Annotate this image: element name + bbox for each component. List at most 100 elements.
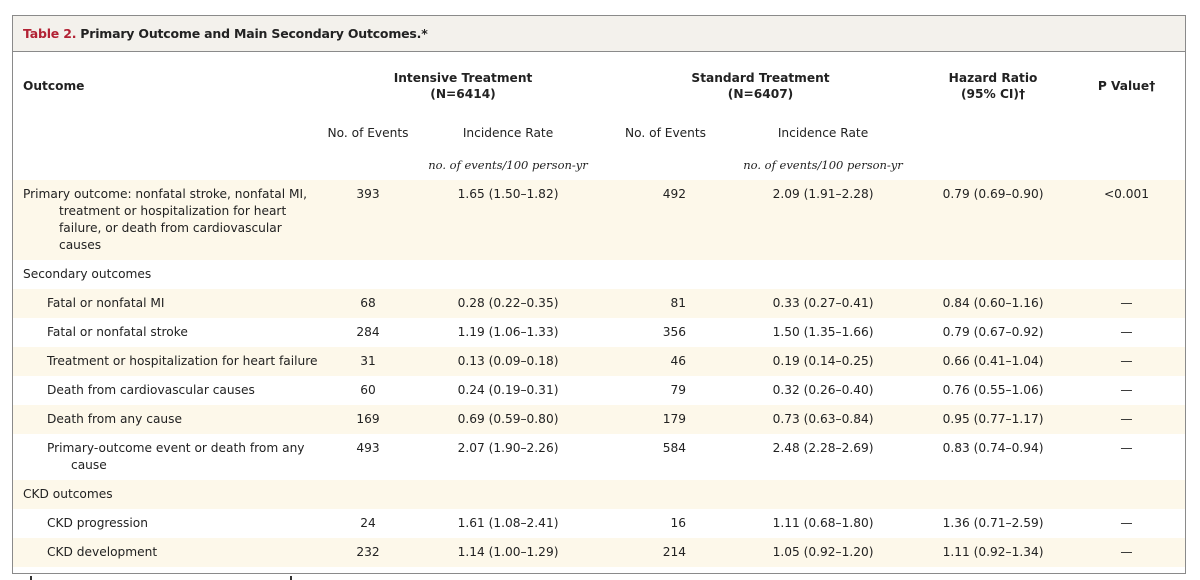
p-value: — <box>1068 538 1185 567</box>
intensive-rate: 0.69 (0.59–0.80) <box>413 405 604 434</box>
hazard-ratio: 1.36 (0.71–2.59) <box>942 516 1044 530</box>
table-title: Primary Outcome and Main Secondary Outco… <box>80 26 428 41</box>
outcome-cell: Death from cardiovascular causes <box>47 383 255 397</box>
standard-events: 584 <box>662 441 687 455</box>
hazard-ratio: 0.79 (0.69–0.90) <box>918 180 1069 260</box>
intensive-rate: 11.29 (10.39–12.27) <box>413 567 603 573</box>
intensive-events: 169 <box>323 405 413 434</box>
outcome-cell: Secondary outcomes <box>23 267 152 281</box>
p-value: — <box>1120 325 1133 339</box>
intensive-rate: 1.65 (1.50–1.82) <box>413 180 604 260</box>
table-row: Death from cardiovascular causes 60 0.24 (… <box>13 376 1185 405</box>
header-std-rate: Incidence Rate <box>777 126 869 140</box>
outcome-cell: Fatal or nonfatal stroke <box>47 325 188 339</box>
intensive-rate: 2.07 (1.90–2.26) <box>457 441 559 455</box>
intensive-events: 68 <box>323 289 413 318</box>
outcome-cell: Primary outcome: nonfatal stroke, nonfat… <box>13 180 323 260</box>
standard-events: 492 <box>603 180 729 260</box>
p-value: — <box>1068 347 1185 376</box>
intensive-events: 60 <box>360 383 376 397</box>
intensive-rate: 0.28 (0.22–0.35) <box>413 289 604 318</box>
outcome-cell: Primary-outcome event or death from any … <box>47 441 305 472</box>
section-row: CKD outcomes <box>13 480 1185 509</box>
hazard-ratio: 0.76 (0.55–1.06) <box>942 383 1044 397</box>
table-label: Table 2. <box>23 26 77 41</box>
outcome-cell: CKD progression <box>47 516 148 530</box>
intensive-events: 554 <box>323 567 413 573</box>
standard-events: 179 <box>603 405 729 434</box>
header-int-rate: Incidence Rate <box>462 126 554 140</box>
intensive-events: 393 <box>323 180 413 260</box>
intensive-events: 284 <box>356 325 380 339</box>
next-content-edge <box>0 575 1200 580</box>
intensive-rate: 1.61 (1.08–2.41) <box>457 516 559 530</box>
hazard-ratio: 0.83 (0.74–0.94) <box>942 441 1044 455</box>
standard-rate: 1.11 (0.68–1.80) <box>772 516 874 530</box>
intensive-rate: 0.13 (0.09–0.18) <box>413 347 604 376</box>
standard-events: 81 <box>603 289 729 318</box>
p-value: — <box>1120 441 1133 455</box>
standard-events: 16 <box>670 516 687 530</box>
intensive-rate: 0.24 (0.19–0.31) <box>457 383 559 397</box>
standard-rate: 0.32 (0.26–0.40) <box>772 383 874 397</box>
header-int-rate-unit: no. of events/100 person-yr <box>428 158 588 172</box>
table-row: Treatment or hospitalization for heart f… <box>13 347 1185 376</box>
standard-rate: 1.05 (0.92–1.20) <box>728 538 919 567</box>
outcome-cell: Fatal or nonfatal MI <box>13 289 323 318</box>
hazard-ratio: 0.66 (0.41–1.04) <box>918 347 1069 376</box>
p-value: <0.001 <box>1068 180 1185 260</box>
standard-rate: 0.19 (0.14–0.25) <box>728 347 919 376</box>
hazard-ratio: 1.11 (0.92–1.34) <box>918 538 1069 567</box>
header-std-events: No. of Events <box>625 126 707 140</box>
outcome-cell: CKD outcomes <box>13 480 323 509</box>
section-row: Secondary outcomes <box>13 260 1185 289</box>
standard-rate: 0.73 (0.63–0.84) <box>728 405 919 434</box>
header-outcome: Outcome <box>23 79 85 93</box>
table-row: CKD progression 24 1.61 (1.08–2.41) 16 1.11 … <box>13 509 1185 538</box>
standard-rate: 0.33 (0.27–0.41) <box>728 289 919 318</box>
table-row: Primary-outcome event or death from any … <box>13 434 1185 480</box>
outcome-cell: Treatment or hospitalization for heart f… <box>13 347 323 376</box>
table-row: Fatal or nonfatal MI 68 0.28 (0.22–0.35) 81… <box>13 289 1185 318</box>
standard-events: 648 <box>603 567 728 573</box>
table-row: Incident albuminuria55411.29 (10.39–12.2… <box>13 567 1185 573</box>
table-row: Death from any cause 169 0.69 (0.59–0.80) 1… <box>13 405 1185 434</box>
header-std-rate-unit: no. of events/100 person-yr <box>743 158 903 172</box>
intensive-rate: 1.14 (1.00–1.29) <box>413 538 604 567</box>
intensive-events: 24 <box>360 516 376 530</box>
outcome-cell: Incident albuminuria <box>13 567 323 573</box>
standard-rate: 2.09 (1.91–2.28) <box>728 180 919 260</box>
hazard-ratio: 0.79 (0.67–0.92) <box>942 325 1044 339</box>
p-value: — <box>1068 289 1185 318</box>
intensive-rate: 1.19 (1.06–1.33) <box>457 325 559 339</box>
header-p-value: P Value† <box>1097 79 1156 93</box>
standard-events: 79 <box>670 383 687 397</box>
header-int-events: No. of Events <box>327 126 409 140</box>
hazard-ratio: 0.87 (0.77–0.97) <box>918 567 1068 573</box>
outcomes-table: Outcome Intensive Treatment (N=6414) Stan… <box>13 52 1185 573</box>
table-row: Primary outcome: nonfatal stroke, nonfat… <box>13 180 1185 260</box>
hazard-ratio: 0.95 (0.77–1.17) <box>918 405 1069 434</box>
standard-events: 46 <box>603 347 729 376</box>
intensive-events: 31 <box>323 347 413 376</box>
outcome-cell: Death from any cause <box>13 405 323 434</box>
standard-rate: 1.50 (1.35–1.66) <box>772 325 874 339</box>
intensive-events: 232 <box>323 538 413 567</box>
intensive-events: 493 <box>356 441 380 455</box>
table-figure: Table 2. Primary Outcome and Main Second… <box>12 15 1186 574</box>
standard-rate: 13.84 (12.81–14.95) <box>728 567 918 573</box>
header-intensive: Intensive Treatment (N=6414) <box>393 71 533 101</box>
p-value: — <box>1120 383 1133 397</box>
standard-events: 214 <box>603 538 729 567</box>
header-standard: Standard Treatment (N=6407) <box>691 71 830 101</box>
standard-rate: 2.48 (2.28–2.69) <box>772 441 874 455</box>
header-hazard-ratio: Hazard Ratio (95% CI)† <box>948 71 1038 101</box>
hazard-ratio: 0.84 (0.60–1.16) <box>918 289 1069 318</box>
table-row: Fatal or nonfatal stroke 284 1.19 (1.06–1.… <box>13 318 1185 347</box>
standard-events: 356 <box>662 325 687 339</box>
outcome-cell: CKD development <box>13 538 323 567</box>
p-value: — <box>1068 567 1185 573</box>
p-value: — <box>1068 405 1185 434</box>
p-value: — <box>1120 516 1133 530</box>
table-caption: Table 2. Primary Outcome and Main Second… <box>13 16 1185 52</box>
